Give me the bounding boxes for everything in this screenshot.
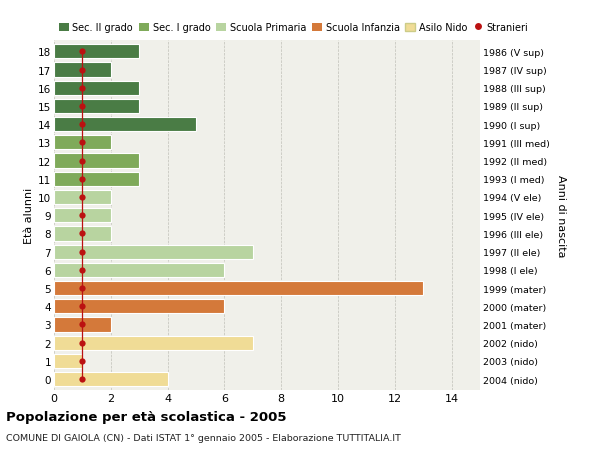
Bar: [54, 336, 253, 350]
Bar: [54, 354, 82, 368]
Text: Popolazione per età scolastica - 2005: Popolazione per età scolastica - 2005: [6, 410, 287, 423]
Bar: [54, 227, 111, 241]
Bar: [54, 172, 139, 186]
Bar: [54, 154, 139, 168]
Bar: [54, 81, 139, 95]
Bar: [54, 100, 139, 114]
Bar: [54, 299, 224, 313]
Y-axis label: Età alunni: Età alunni: [24, 188, 34, 244]
Y-axis label: Anni di nascita: Anni di nascita: [556, 174, 566, 257]
Bar: [54, 63, 111, 78]
Legend: Sec. II grado, Sec. I grado, Scuola Primaria, Scuola Infanzia, Asilo Nido, Stran: Sec. II grado, Sec. I grado, Scuola Prim…: [59, 23, 529, 33]
Bar: [54, 245, 253, 259]
Bar: [54, 118, 196, 132]
Bar: [54, 209, 111, 223]
Bar: [54, 281, 423, 296]
Bar: [54, 318, 111, 332]
Bar: [54, 263, 224, 277]
Bar: [54, 136, 111, 150]
Bar: [54, 190, 111, 205]
Bar: [54, 45, 139, 59]
Text: COMUNE DI GAIOLA (CN) - Dati ISTAT 1° gennaio 2005 - Elaborazione TUTTITALIA.IT: COMUNE DI GAIOLA (CN) - Dati ISTAT 1° ge…: [6, 433, 401, 442]
Bar: [54, 372, 167, 386]
